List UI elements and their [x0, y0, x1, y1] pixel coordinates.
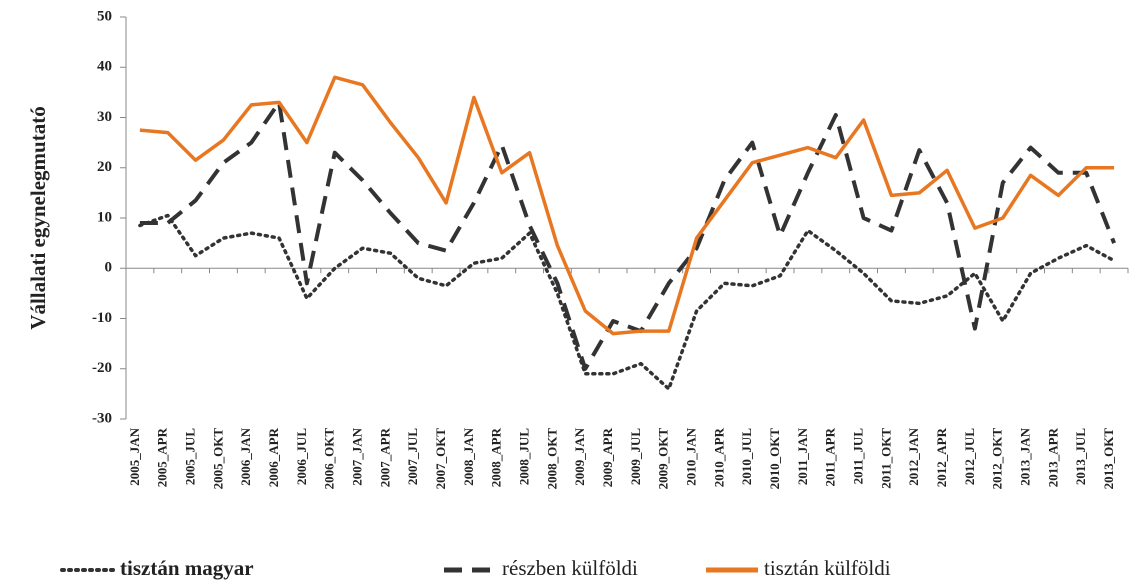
x-tick-label: 2013_JUL [1073, 428, 1088, 485]
x-tick-label: 2011_JAN [795, 427, 810, 485]
y-axis-label: Vállalati egynelegmutató [26, 106, 50, 329]
x-tick-label: 2007_JAN [350, 427, 365, 485]
x-tick-label: 2005_JUL [183, 428, 198, 485]
x-tick-label: 2010_JUL [739, 428, 754, 485]
x-tick-label: 2011_APR [823, 427, 838, 486]
y-tick-label: 30 [97, 109, 112, 125]
y-tick-label: 40 [97, 59, 112, 75]
series-line [139, 75, 1115, 336]
x-tick-label: 2009_APR [600, 427, 615, 487]
legend-label: tisztán külföldi [764, 556, 891, 580]
x-tick-label: 2006_JUL [294, 428, 309, 485]
y-tick-label: 50 [97, 8, 112, 24]
x-tick-label: 2005_JAN [127, 427, 142, 485]
series-line [139, 100, 1116, 371]
x-tick-label: 2013_JAN [1018, 427, 1033, 485]
x-tick-label: 2005_APR [155, 427, 170, 487]
y-tick-label: -30 [92, 410, 112, 426]
x-tick-label: 2008_APR [489, 427, 504, 487]
x-tick-label: 2010_JAN [684, 427, 699, 485]
x-tick-label: 2007_JUL [405, 428, 420, 485]
x-tick-label: 2010_APR [711, 427, 726, 487]
y-tick-label: 10 [97, 209, 112, 225]
x-tick-label: 2008_JAN [461, 427, 476, 485]
x-tick-label: 2006_OKT [322, 428, 337, 490]
x-tick-label: 2007_OKT [433, 428, 448, 490]
x-tick-label: 2011_JUL [851, 428, 866, 485]
x-tick-label: 2006_JAN [238, 427, 253, 485]
x-tick-label: 2009_JUL [628, 428, 643, 485]
legend-label: tisztán magyar [120, 556, 254, 580]
x-tick-label: 2008_OKT [544, 428, 559, 490]
series-line [138, 213, 1116, 391]
x-tick-label: 2009_JAN [572, 427, 587, 485]
x-tick-label: 2013_OKT [1101, 428, 1116, 490]
x-tick-label: 2012_JAN [906, 427, 921, 485]
y-tick-label: -20 [92, 360, 112, 376]
x-tick-label: 2012_APR [934, 427, 949, 487]
x-tick-label: 2012_OKT [990, 428, 1005, 490]
x-tick-label: 2008_JUL [517, 428, 532, 485]
x-tick-label: 2013_APR [1045, 427, 1060, 487]
x-tick-label: 2006_APR [266, 427, 281, 487]
y-tick-label: 20 [97, 159, 112, 175]
x-tick-label: 2005_OKT [210, 428, 225, 490]
x-tick-label: 2010_OKT [767, 428, 782, 490]
legend-label: részben külföldi [502, 556, 638, 580]
x-tick-label: 2009_OKT [656, 428, 671, 490]
y-tick-label: -10 [92, 310, 112, 326]
x-tick-label: 2007_APR [377, 427, 392, 487]
x-tick-label: 2012_JUL [962, 428, 977, 485]
x-tick-label: 2011_OKT [878, 428, 893, 489]
y-tick-label: 0 [105, 260, 113, 276]
